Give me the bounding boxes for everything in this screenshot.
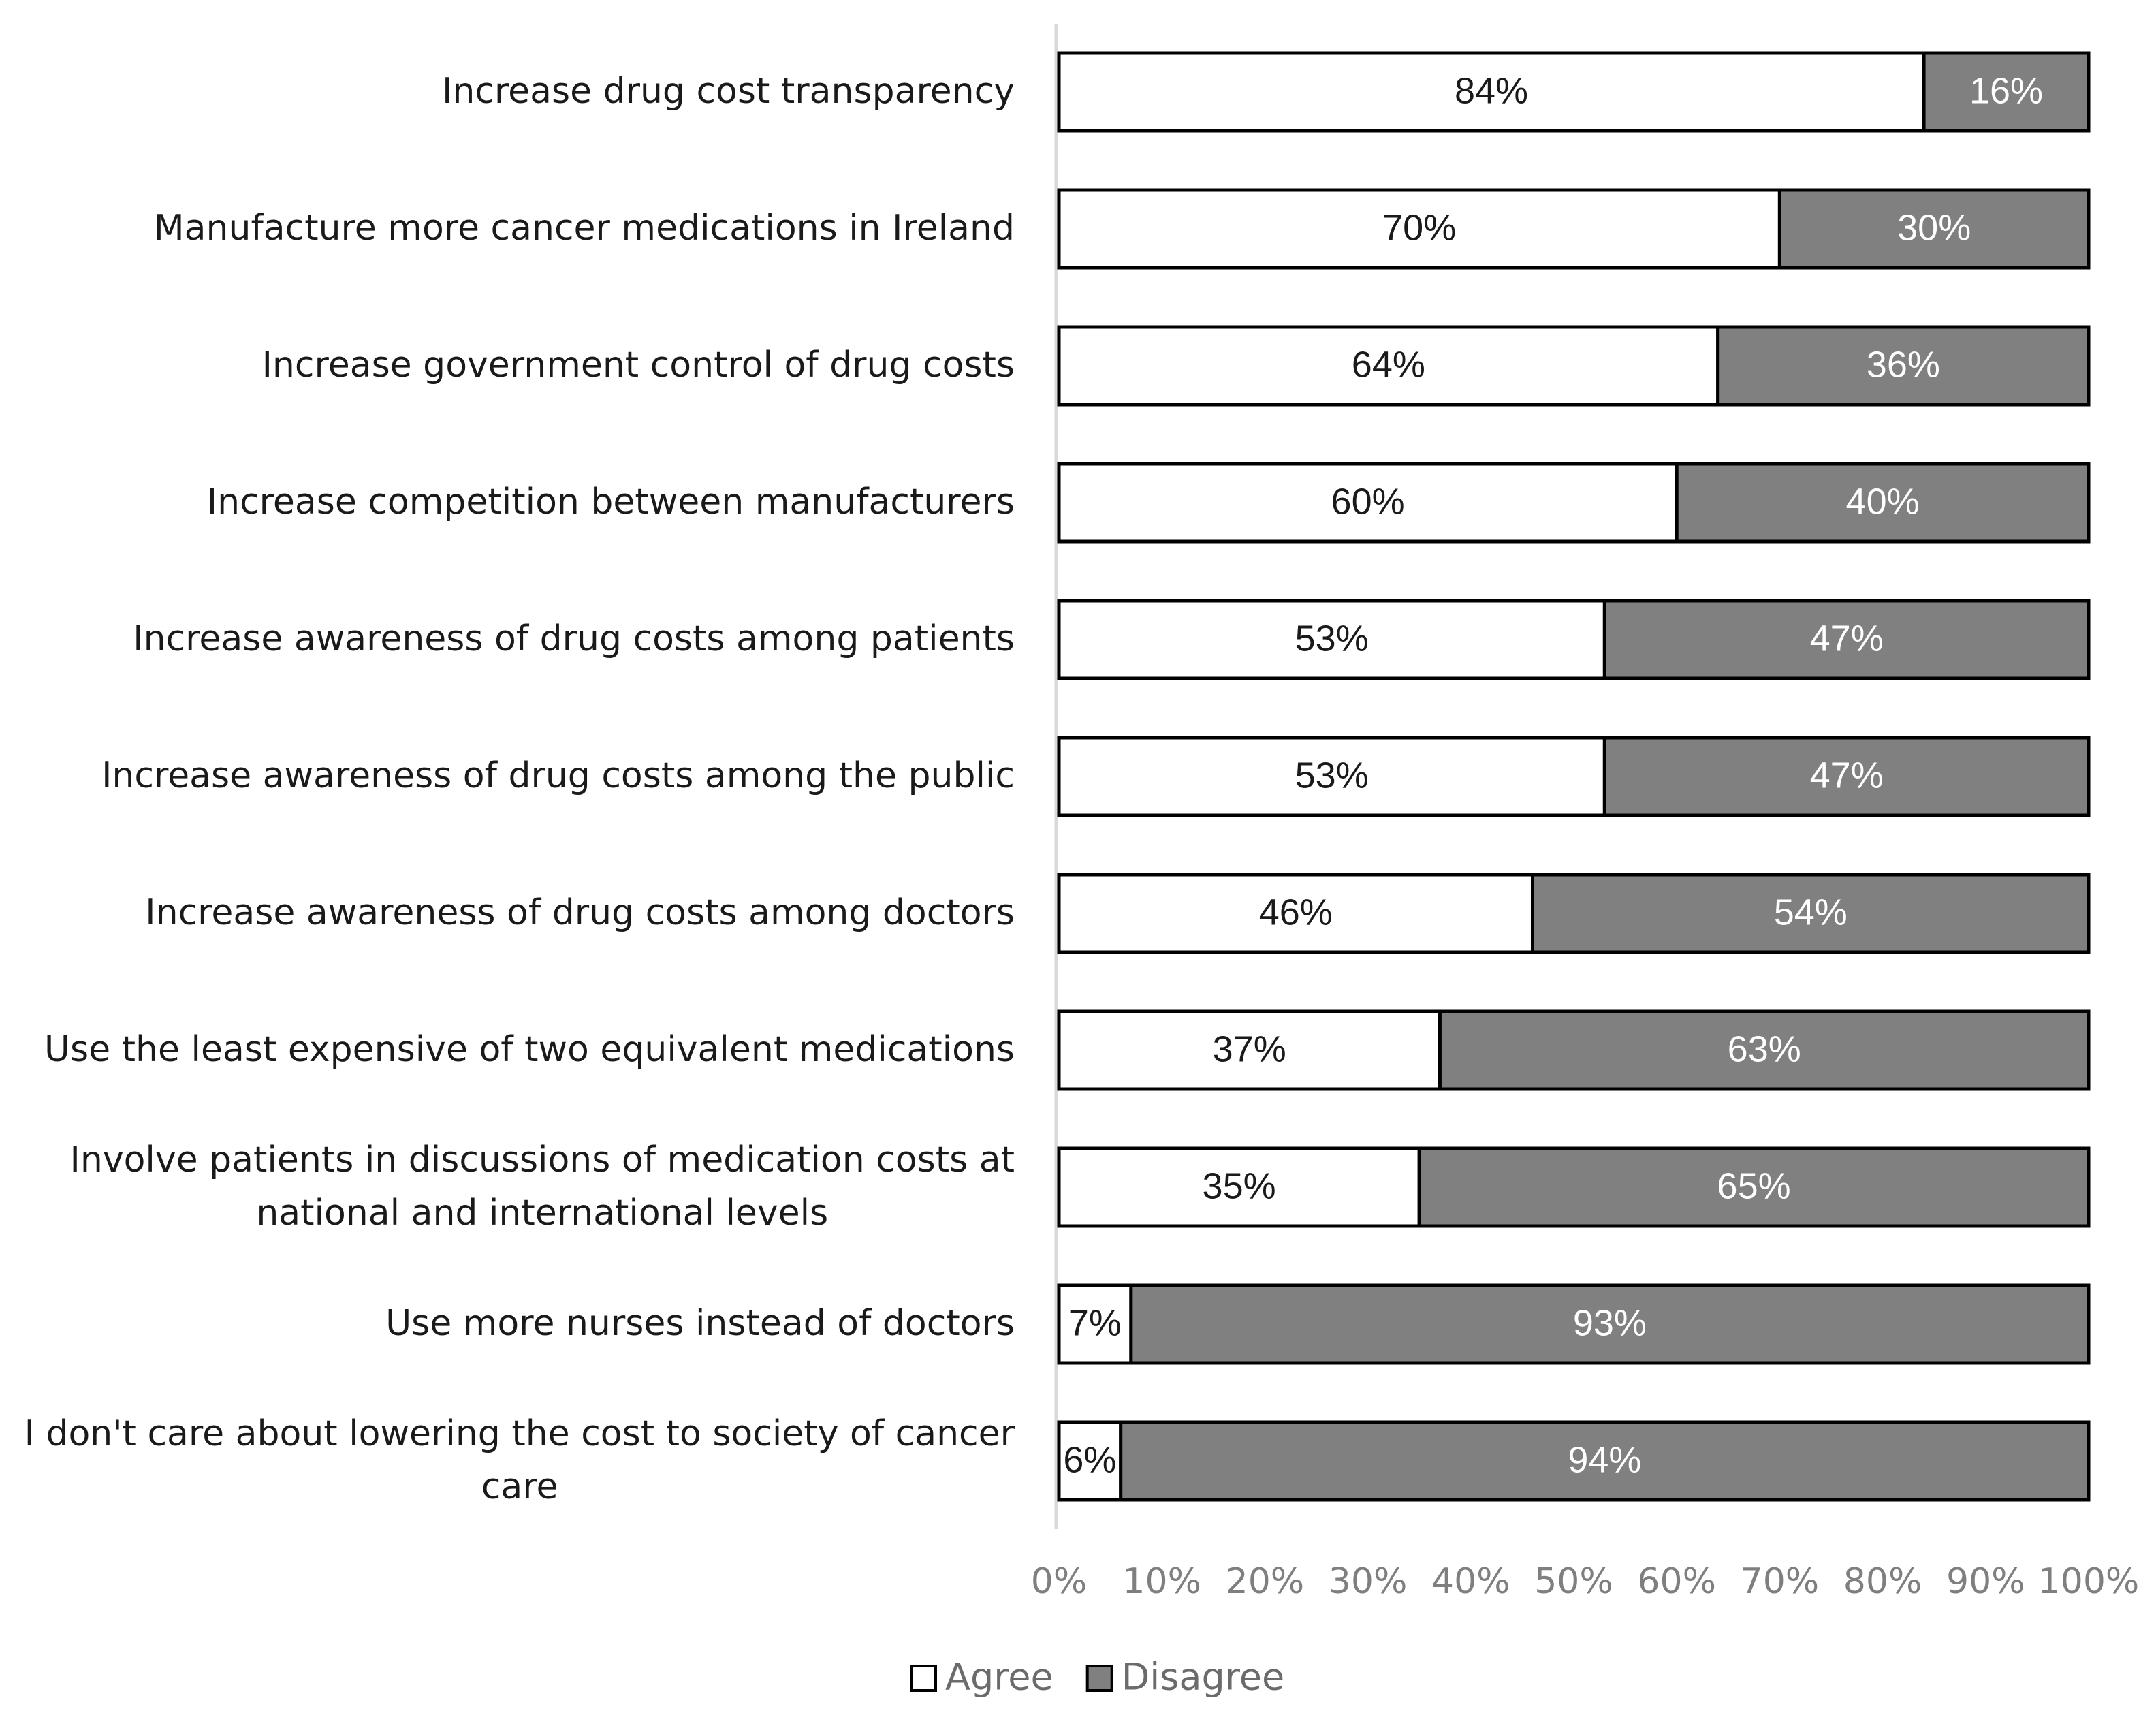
bar-disagree-0	[1922, 51, 2091, 133]
category-label-8-line-1: national and international levels	[256, 1193, 828, 1233]
value-label-agree-2: 64%	[1352, 344, 1425, 385]
x-tick-label-9: 90%	[1946, 1561, 2025, 1602]
value-label-disagree-6: 54%	[1774, 892, 1848, 932]
category-labels: Increase drug cost transparency Manufactu…	[25, 71, 1015, 1507]
category-label-10-line-0: I don't care about lowering the cost to …	[25, 1413, 1015, 1454]
value-label-disagree-10: 94%	[1568, 1439, 1641, 1480]
bar-disagree-5	[1602, 736, 2091, 817]
value-label-disagree-7: 63%	[1728, 1028, 1801, 1069]
x-tick-label-3: 30%	[1329, 1561, 1408, 1602]
category-label-0: Increase drug cost transparency	[442, 71, 1015, 112]
value-label-disagree-0: 16%	[1969, 70, 2043, 111]
bar-disagree-6	[1531, 873, 2091, 954]
value-label-disagree-8: 65%	[1717, 1165, 1791, 1206]
bar-agree-10	[1057, 1420, 1123, 1502]
bar-disagree-2	[1716, 325, 2091, 407]
bar-agree-5	[1057, 736, 1606, 817]
value-label-agree-7: 37%	[1213, 1028, 1286, 1069]
bar-agree-8	[1057, 1146, 1421, 1228]
value-label-agree-3: 60%	[1331, 481, 1405, 522]
bar-agree-7	[1057, 1009, 1442, 1091]
bar-agree-6	[1057, 873, 1535, 954]
value-label-agree-9: 7%	[1068, 1302, 1122, 1343]
category-label-5: Increase awareness of drug costs among t…	[101, 755, 1015, 796]
category-label-1: Manufacture more cancer medications in I…	[154, 208, 1015, 249]
x-axis-ticks: 0% 10% 20% 30% 40% 50% 60% 70% 80% 90% 100%	[1031, 1561, 2140, 1602]
bar-disagree-9	[1129, 1283, 2091, 1365]
legend-swatch-disagree	[1085, 1665, 1113, 1692]
category-label-7: Use the least expensive of two equivalen…	[44, 1029, 1015, 1070]
x-tick-label-10: 100%	[2038, 1561, 2140, 1602]
bar-agree-1	[1057, 188, 1781, 270]
category-label-9: Use more nurses instead of doctors	[385, 1303, 1015, 1344]
x-tick-label-2: 20%	[1226, 1561, 1305, 1602]
category-label-4: Increase awareness of drug costs among p…	[133, 618, 1015, 659]
x-tick-label-7: 70%	[1741, 1561, 1820, 1602]
legend-swatch-agree	[910, 1665, 937, 1692]
value-label-agree-1: 70%	[1382, 207, 1456, 248]
x-tick-label-4: 40%	[1431, 1561, 1510, 1602]
category-label-6: Increase awareness of drug costs among d…	[145, 892, 1015, 933]
bar-disagree-10	[1119, 1420, 2091, 1502]
legend: Agree Disagree	[910, 1656, 1285, 1699]
value-label-agree-10: 6%	[1063, 1439, 1116, 1480]
value-label-disagree-9: 93%	[1573, 1302, 1647, 1343]
value-label-agree-5: 53%	[1295, 755, 1369, 796]
category-label-10-line-1: care	[481, 1466, 558, 1507]
legend-label-agree: Agree	[945, 1656, 1053, 1699]
category-label-2: Increase government control of drug cost…	[262, 345, 1015, 386]
value-label-agree-4: 53%	[1295, 618, 1369, 659]
bars-group: 84% 16% 70% 30% 64% 36% 60% 40% 53% 47% 53% 47% 46% 5…	[1057, 51, 2091, 1502]
value-label-agree-6: 46%	[1259, 892, 1333, 932]
bar-disagree-4	[1602, 599, 2091, 680]
bar-disagree-1	[1777, 188, 2091, 270]
x-tick-label-1: 10%	[1122, 1561, 1201, 1602]
value-label-disagree-1: 30%	[1897, 207, 1971, 248]
value-label-disagree-5: 47%	[1810, 755, 1884, 796]
value-label-disagree-4: 47%	[1810, 618, 1884, 659]
x-tick-label-6: 60%	[1637, 1561, 1716, 1602]
x-tick-label-8: 80%	[1843, 1561, 1922, 1602]
value-label-disagree-2: 36%	[1867, 344, 1940, 385]
x-tick-label-0: 0%	[1031, 1561, 1088, 1602]
value-label-disagree-3: 40%	[1846, 481, 1920, 522]
x-tick-label-5: 50%	[1534, 1561, 1613, 1602]
bar-disagree-7	[1438, 1009, 2091, 1091]
bar-agree-9	[1057, 1283, 1133, 1365]
bar-agree-4	[1057, 599, 1606, 680]
bar-disagree-3	[1675, 462, 2091, 544]
value-label-agree-0: 84%	[1455, 70, 1528, 111]
legend-label-disagree: Disagree	[1122, 1656, 1285, 1699]
value-label-agree-8: 35%	[1203, 1165, 1276, 1206]
category-label-8-line-0: Involve patients in discussions of medic…	[70, 1140, 1015, 1180]
bar-disagree-8	[1417, 1146, 2091, 1228]
category-label-3: Increase competition between manufacture…	[207, 482, 1015, 522]
